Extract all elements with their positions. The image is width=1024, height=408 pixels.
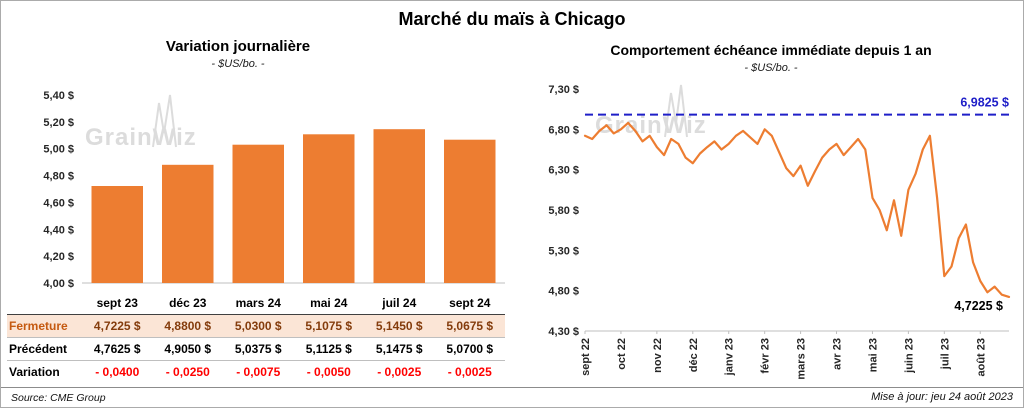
fermeture-value-5: 5,0675 $ — [446, 318, 494, 333]
table-header-row: sept 23 déc 23 mars 24 mai 24 juil 24 sept 24 — [7, 293, 505, 315]
last-value-label: 4,7225 $ — [954, 299, 1003, 313]
line-chart-subtitle: - $US/bo. - — [744, 62, 798, 74]
watermark-glyph — [152, 94, 177, 148]
y-axis-label: 4,30 $ — [548, 326, 579, 338]
bar-4 — [373, 129, 425, 283]
variation-value-1: - 0,0250 — [165, 364, 210, 379]
table-row-variation: Variation - 0,0400 - 0,0250 - 0,0075 - 0,005… — [7, 360, 505, 383]
column-header-4: juil 24 — [364, 293, 435, 315]
fermeture-value-4: 5,1450 $ — [375, 318, 423, 333]
y-axis-label: 4,20 $ — [43, 251, 74, 263]
bar-3 — [303, 134, 355, 283]
y-axis-label: 5,20 $ — [43, 117, 74, 129]
variation-value-5: - 0,0025 — [447, 364, 492, 379]
column-header-3: mai 24 — [293, 293, 364, 315]
x-axis-label: févr 23 — [760, 338, 772, 373]
y-axis-label: 7,30 $ — [548, 84, 579, 96]
x-axis-label: juil 23 — [939, 338, 951, 370]
y-axis-label: 5,40 $ — [43, 90, 74, 102]
x-axis-label: juin 23 — [903, 338, 915, 374]
front-month-line-chart: GrainWiz 4,30 $ 4,80 $ 5,30 $ 5,80 $ 6,30 $ 6,… — [548, 84, 1011, 380]
x-axis-label: mai 23 — [867, 338, 879, 372]
fermeture-value-3: 5,1075 $ — [305, 318, 353, 333]
fermeture-value-1: 4,8800 $ — [164, 318, 212, 333]
table-row-precedent: Précédent 4,7625 $ 4,9050 $ 5,0375 $ 5,1125 … — [7, 337, 505, 360]
table-row-fermeture: Fermeture 4,7225 $ 4,8800 $ 5,0300 $ 5,1075 … — [7, 314, 505, 337]
y-axis-label: 4,60 $ — [43, 197, 74, 209]
fermeture-value-2: 5,0300 $ — [234, 318, 282, 333]
price-table: sept 23 déc 23 mars 24 mai 24 juil 24 sept 24… — [7, 293, 505, 383]
watermark: GrainWiz — [595, 112, 707, 139]
bar-chart-title: Variation journalière — [165, 38, 311, 55]
daily-variation-bar-chart: GrainWiz 4,00 $ 4,20 $ 4,40 $ 4,60 $ 4,80 $ 5,… — [43, 90, 505, 290]
row-label-precedent: Précédent — [9, 341, 68, 356]
variation-value-0: - 0,0400 — [95, 364, 140, 379]
table-corner — [7, 293, 82, 315]
line-chart-title: Comportement échéance immédiate depuis 1… — [610, 42, 932, 58]
watermark-glyph — [664, 84, 688, 138]
x-axis-label: janv 23 — [724, 338, 736, 376]
x-axis-label: oct 22 — [616, 338, 628, 370]
page-title: Marché du maïs à Chicago — [398, 9, 626, 29]
reference-line-label: 6,9825 $ — [960, 96, 1009, 110]
source-note: Source: CME Group — [11, 392, 106, 404]
precedent-value-0: 4,7625 $ — [93, 341, 141, 356]
y-axis-label: 4,40 $ — [43, 224, 74, 236]
column-header-5: sept 24 — [434, 293, 505, 315]
x-axis-label: déc 22 — [688, 338, 700, 372]
variation-value-3: - 0,0050 — [306, 364, 351, 379]
column-header-1: déc 23 — [152, 293, 223, 315]
fermeture-value-0: 4,7225 $ — [93, 318, 141, 333]
footer-divider — [1, 387, 1023, 388]
y-axis-label: 5,80 $ — [548, 205, 579, 217]
precedent-value-5: 5,0700 $ — [446, 341, 494, 356]
x-axis-label: avr 23 — [832, 338, 844, 370]
variation-value-4: - 0,0025 — [377, 364, 422, 379]
x-axis-label: nov 22 — [652, 338, 664, 373]
y-axis-label: 6,80 $ — [548, 124, 579, 136]
updated-note: Mise à jour: jeu 24 août 2023 — [871, 391, 1013, 403]
y-axis-label: 5,30 $ — [548, 245, 579, 257]
y-axis-label: 4,80 $ — [548, 286, 579, 298]
row-label-variation: Variation — [9, 364, 60, 379]
precedent-value-3: 5,1125 $ — [305, 341, 352, 356]
precedent-value-1: 4,9050 $ — [164, 341, 212, 356]
column-header-0: sept 23 — [82, 293, 153, 315]
price-line — [583, 121, 1011, 298]
bar-chart-subtitle: - $US/bo. - — [211, 58, 265, 70]
watermark: GrainWiz — [85, 124, 197, 151]
bar-0 — [91, 186, 143, 283]
bar-5 — [444, 139, 496, 283]
y-axis-label: 6,30 $ — [548, 165, 579, 177]
price-table-header: sept 23 déc 23 mars 24 mai 24 juil 24 sept 24 — [7, 293, 505, 315]
x-axis-label: août 23 — [975, 338, 987, 377]
bar-2 — [232, 144, 284, 283]
row-label-fermeture: Fermeture — [9, 318, 68, 333]
price-table-body: Fermeture 4,7225 $ 4,8800 $ 5,0300 $ 5,1075 … — [7, 314, 505, 383]
y-axis-label: 5,00 $ — [43, 144, 74, 156]
variation-value-2: - 0,0075 — [236, 364, 281, 379]
precedent-value-2: 5,0375 $ — [234, 341, 282, 356]
x-axis-label: sept 22 — [580, 338, 592, 376]
precedent-value-4: 5,1475 $ — [375, 341, 423, 356]
y-axis-label: 4,80 $ — [43, 171, 74, 183]
bar-1 — [162, 164, 214, 283]
column-header-2: mars 24 — [223, 293, 294, 315]
x-axis-label: mars 23 — [796, 338, 808, 380]
y-axis-label: 4,00 $ — [43, 278, 74, 290]
